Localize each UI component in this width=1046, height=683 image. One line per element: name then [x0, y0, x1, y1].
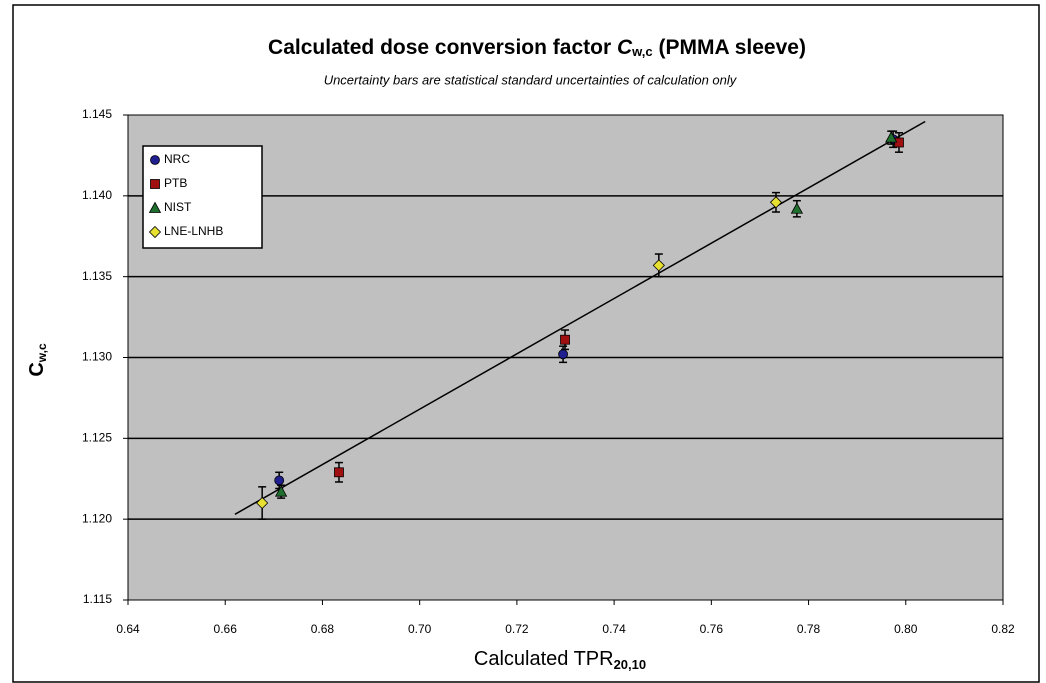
x-label-subscript: 20,10	[614, 657, 647, 672]
y-label-text: C	[26, 362, 48, 376]
legend-marker	[148, 201, 162, 213]
marker	[274, 485, 288, 497]
x-tick-label: 0.80	[894, 622, 918, 636]
chart-title: Calculated dose conversion factor Cw,c (…	[268, 36, 806, 64]
x-tick-label: 0.72	[505, 622, 529, 636]
y-axis-label: Cw,c	[26, 343, 49, 377]
legend: NRC PTB NIST LNE-LNHB	[142, 145, 263, 249]
plot: 1.115 1.120 1.125 1.130 1.135 1.140 1.145 0.64 0…	[82, 107, 1015, 636]
x-tick-label: 0.74	[602, 622, 626, 636]
legend-label: LNE-LNHB	[164, 224, 223, 238]
title-suffix: (PMMA sleeve)	[659, 36, 806, 59]
title-symbol: C	[617, 36, 633, 59]
marker	[560, 334, 570, 345]
y-tick-label: 1.140	[82, 188, 112, 202]
x-tick-label: 0.64	[116, 622, 140, 636]
title-subscript: w,c	[631, 44, 652, 59]
marker	[652, 259, 665, 272]
marker	[256, 496, 269, 510]
y-tick-label: 1.115	[83, 592, 112, 606]
marker	[334, 467, 344, 478]
marker	[558, 349, 568, 360]
legend-label: NRC	[164, 152, 190, 166]
marker	[790, 202, 804, 214]
y-tick-label: 1.130	[82, 350, 112, 364]
y-tick-label: 1.135	[82, 269, 112, 283]
x-tick-label: 0.70	[408, 622, 432, 636]
fit-line	[234, 120, 926, 515]
legend-label: PTB	[164, 176, 187, 190]
x-tick-label: 0.66	[214, 622, 238, 636]
y-tick-label: 1.125	[82, 431, 112, 445]
title-text: Calculated dose conversion factor	[268, 36, 611, 59]
legend-label: NIST	[164, 200, 192, 214]
x-tick-label: 0.82	[991, 622, 1015, 636]
y-tick-label: 1.120	[82, 511, 112, 525]
x-label-text: Calculated TPR	[474, 648, 614, 670]
marker	[769, 196, 783, 209]
x-tick-label: 0.76	[700, 622, 724, 636]
x-axis-label: Calculated TPR20,10	[474, 648, 646, 672]
legend-marker	[148, 225, 162, 239]
legend-marker	[150, 155, 160, 165]
x-tick-label: 0.68	[311, 622, 335, 636]
legend-box	[142, 145, 263, 249]
legend-marker	[150, 179, 160, 189]
x-tick-label: 0.78	[797, 622, 821, 636]
chart-subtitle: Uncertainty bars are statistical standar…	[324, 72, 738, 87]
marker	[274, 475, 285, 486]
y-tick-label: 1.145	[82, 107, 112, 121]
y-label-subscript: w,c	[35, 343, 49, 363]
marker	[885, 131, 898, 143]
